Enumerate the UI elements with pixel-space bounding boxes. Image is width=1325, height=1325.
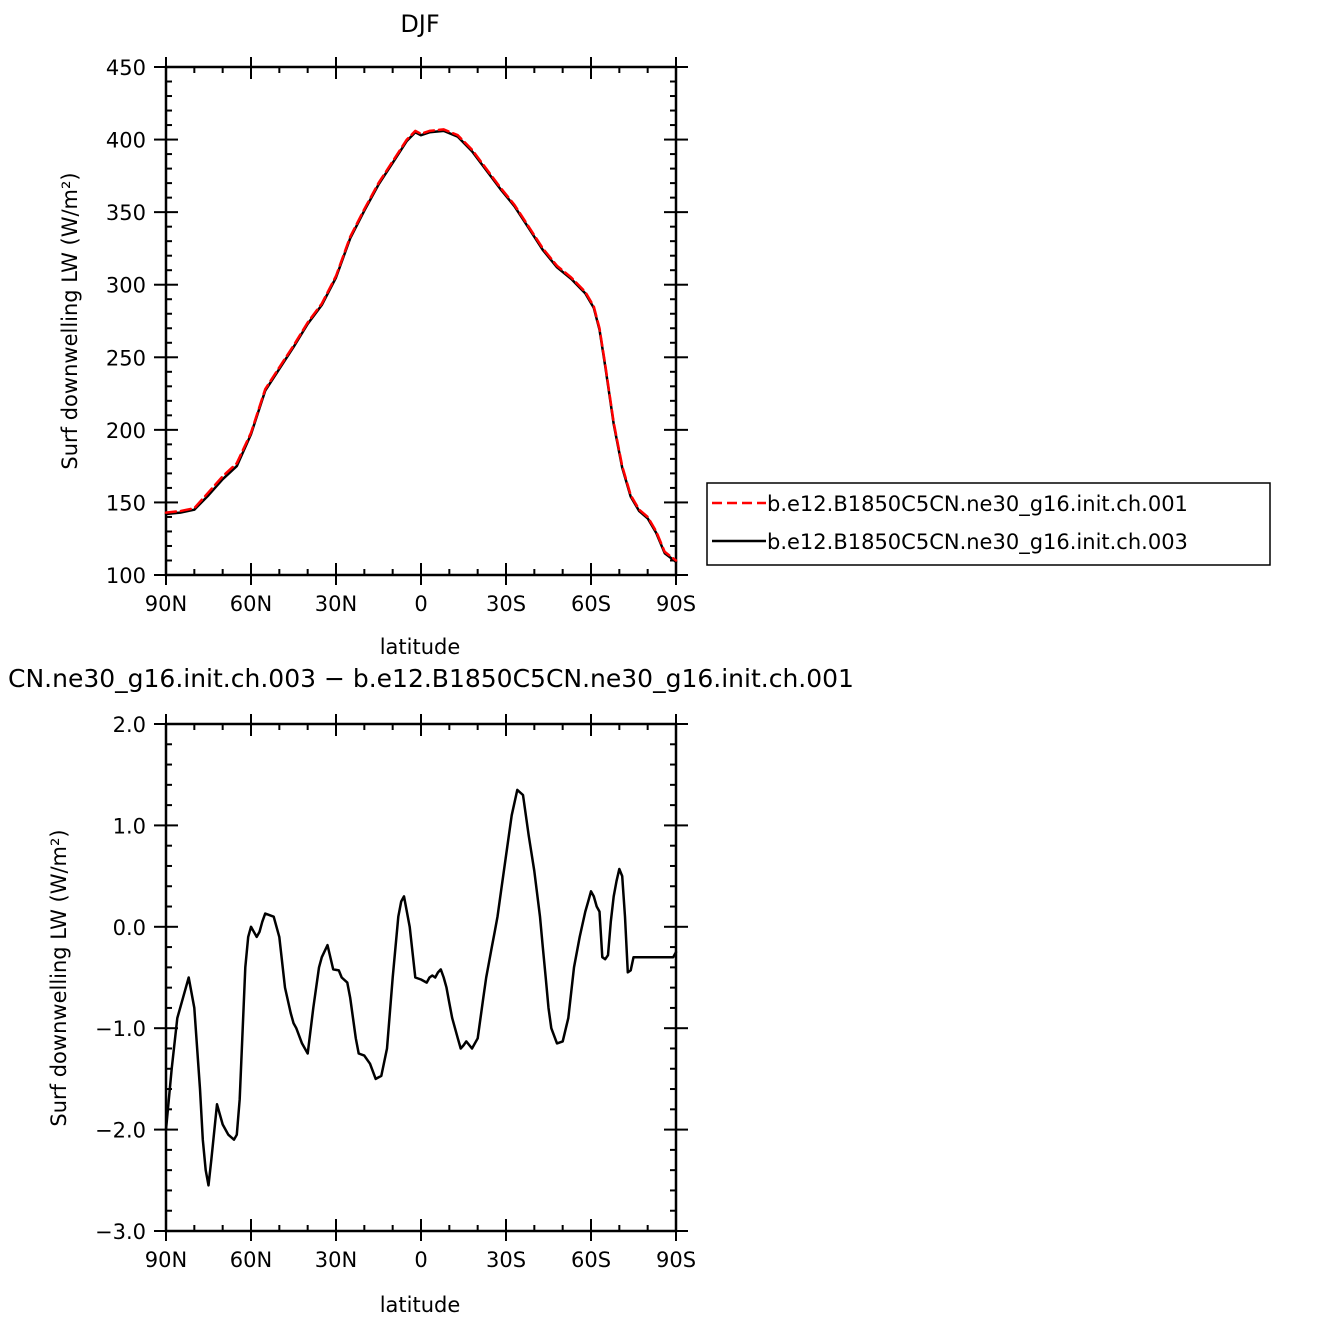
bottom-chart-ytick-label: 1.0 [113,814,146,838]
top-chart-xtick-label: 0 [414,592,427,616]
bottom-chart-ytick-label: 0.0 [113,916,146,940]
bottom-chart-ylabel: Surf downwelling LW (W/m²) [47,829,71,1126]
bottom-chart-series-line-1 [164,788,678,1187]
bottom-chart-xtick-label: 60S [571,1248,611,1272]
bottom-chart-xtick-label: 90N [145,1248,187,1272]
top-chart-xtick-label: 60S [571,592,611,616]
top-chart-ytick-label: 200 [106,419,146,443]
bottom-chart-xtick-label: 0 [414,1248,427,1272]
top-chart-xtick-label: 30S [486,592,526,616]
top-chart-ylabel: Surf downwelling LW (W/m²) [58,172,82,469]
top-chart-ytick-labels: 100 150 200 250 300 350 400 450 [106,56,146,588]
top-chart-series-line-2 [164,129,678,564]
top-chart-xtick-labels: 90N 60N 30N 0 30S 60S 90S [145,592,696,616]
top-chart-xlabel: latitude [380,635,461,659]
bottom-chart-ytick-labels: −3.0 −2.0 −1.0 0.0 1.0 2.0 [95,713,146,1244]
top-chart-series [164,128,678,564]
bottom-chart-xtick-label: 60N [230,1248,272,1272]
bottom-chart-xtick-label: 30N [315,1248,357,1272]
top-chart-ytick-label: 350 [106,201,146,225]
top-chart-ytick-label: 450 [106,56,146,80]
bottom-chart-ytick-label: −1.0 [95,1017,146,1041]
top-chart-ytick-label: 400 [106,129,146,153]
top-chart-ytick-label: 250 [106,346,146,370]
top-chart-legend: b.e12.B1850C5CN.ne30_g16.init.ch.001 b.e… [706,482,1271,566]
legend-label-series-1: b.e12.B1850C5CN.ne30_g16.init.ch.001 [767,492,1188,517]
bottom-chart-xlabel: latitude [380,1293,461,1317]
top-chart-ytick-label: 100 [106,564,146,588]
bottom-chart-frame [164,722,678,1233]
top-chart-xtick-label: 30N [315,592,357,616]
bottom-chart-panel: CN.ne30_g16.init.ch.003 − b.e12.B1850C5C… [8,664,854,1317]
top-chart-xtick-label: 60N [230,592,272,616]
bottom-chart-ytick-label: 2.0 [113,713,146,737]
bottom-chart-title: CN.ne30_g16.init.ch.003 − b.e12.B1850C5C… [8,664,854,693]
bottom-chart-xtick-label: 30S [486,1248,526,1272]
bottom-chart-ytick-label: −2.0 [95,1119,146,1143]
top-chart-ytick-label: 150 [106,491,146,515]
top-chart-xtick-label: 90S [656,592,696,616]
top-chart-ticks [154,57,688,585]
top-chart-xtick-label: 90N [145,592,187,616]
bottom-chart-xtick-labels: 90N 60N 30N 0 30S 60S 90S [145,1248,696,1272]
top-chart-title: DJF [400,10,439,38]
legend-box [706,482,1271,566]
bottom-chart-series [164,788,678,1187]
top-chart-ytick-label: 300 [106,274,146,298]
legend-label-series-2: b.e12.B1850C5CN.ne30_g16.init.ch.003 [767,530,1188,555]
top-chart-frame [164,65,678,577]
bottom-chart-ytick-label: −3.0 [95,1220,146,1244]
bottom-chart-xtick-label: 90S [656,1248,696,1272]
top-chart-panel: DJF 90N 60N 30N 0 30S 60S 90S 100 150 200 250 300 3… [58,10,696,659]
top-chart-series-line-1 [164,128,678,562]
bottom-chart-ticks [154,714,688,1241]
